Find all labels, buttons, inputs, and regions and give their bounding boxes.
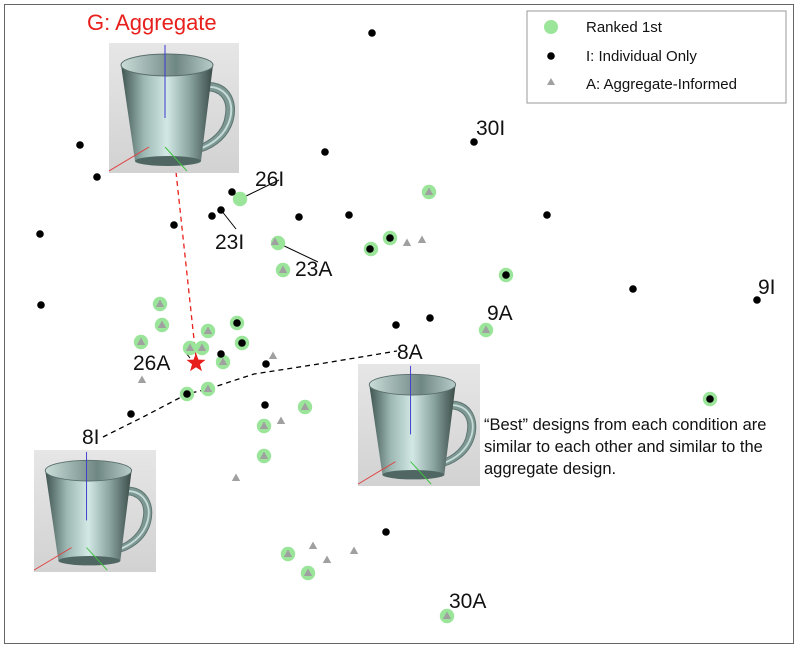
individual-only-point-5 [228, 188, 236, 196]
point-label-9A: 9A [487, 302, 513, 325]
individual-only-point-25 [183, 390, 191, 398]
individual-only-point-20 [426, 314, 434, 322]
point-labels: 30I 26I 23I 23A 9I 9A 8A 26A 8I 30A [82, 117, 776, 613]
annotation-text: “Best” designs from each condition are s… [484, 416, 767, 478]
aggregate-informed-point-6 [155, 299, 165, 307]
connector-23I [220, 209, 237, 230]
individual-only-point-8 [170, 221, 178, 229]
legend: Ranked 1st I: Individual Only A: Aggrega… [526, 10, 787, 104]
aggregate-informed-point-20 [231, 473, 241, 481]
individual-only-point-24 [262, 360, 270, 368]
aggregate-informed-point-15 [203, 384, 213, 392]
legend-aggregate-label: A: Aggregate-Informed [586, 76, 737, 93]
thumbnail-8I [32, 450, 158, 572]
individual-only-point-21 [233, 319, 241, 327]
individual-only-point-13 [366, 245, 374, 253]
data-points [36, 29, 761, 624]
aggregate-star-point [186, 353, 206, 372]
point-label-26A: 26A [133, 352, 170, 375]
point-label-30I: 30I [476, 117, 505, 140]
individual-only-point-7 [217, 206, 225, 214]
legend-individual-marker [547, 52, 555, 60]
aggregate-informed-point-11 [197, 343, 207, 351]
aggregate-informed-point-21 [283, 549, 293, 557]
aggregate-informed-point-0 [424, 187, 434, 195]
dashed-connector-8I-8A [102, 350, 398, 438]
individual-only-point-14 [386, 234, 394, 242]
individual-only-point-3 [321, 148, 329, 156]
legend-ranked-marker [544, 20, 558, 34]
aggregate-informed-point-5 [481, 325, 491, 333]
individual-only-point-19 [392, 321, 400, 329]
individual-only-point-27 [261, 401, 269, 409]
aggregate-informed-point-24 [349, 546, 359, 554]
aggregate-informed-point-4 [278, 265, 288, 273]
point-label-30A: 30A [449, 590, 486, 613]
individual-only-point-1 [76, 141, 84, 149]
legend-individual-label: I: Individual Only [586, 48, 697, 65]
individual-only-point-12 [36, 230, 44, 238]
aggregate-informed-point-1 [402, 238, 412, 246]
point-label-9I: 9I [758, 276, 776, 299]
aggregate-informed-point-2 [417, 235, 427, 243]
individual-only-point-0 [368, 29, 376, 37]
aggregate-informed-point-9 [203, 326, 213, 334]
individual-only-point-17 [753, 296, 761, 304]
individual-only-point-16 [629, 285, 637, 293]
thumbnail-8A [356, 364, 482, 486]
legend-aggregate-marker [547, 78, 555, 85]
individual-only-point-28 [382, 528, 390, 536]
aggregate-informed-point-12 [268, 351, 278, 359]
aggregate-informed-point-16 [300, 402, 310, 410]
ranked-first-point-1 [232, 191, 248, 207]
thumbnail-aggregate [109, 43, 239, 173]
aggregate-informed-point-18 [259, 421, 269, 429]
aggregate-informed-point-19 [259, 451, 269, 459]
aggregate-informed-point-13 [218, 357, 228, 365]
individual-only-point-9 [295, 213, 303, 221]
aggregate-informed-point-23 [322, 555, 332, 563]
aggregate-informed-point-8 [136, 337, 146, 345]
individual-only-point-22 [238, 339, 246, 347]
aggregate-informed-point-17 [276, 416, 286, 424]
connector-lines [102, 171, 398, 438]
individual-only-point-23 [217, 350, 225, 358]
aggregate-informed-point-7 [157, 320, 167, 328]
point-label-23I: 23I [215, 231, 244, 254]
aggregate-informed-point-3 [270, 237, 280, 245]
individual-only-point-26 [127, 410, 135, 418]
aggregate-informed-point-25 [303, 568, 313, 576]
chart-title: G: Aggregate [87, 10, 217, 35]
point-label-26I: 26I [255, 168, 284, 191]
connector-26I [239, 179, 280, 200]
individual-only-point-18 [37, 301, 45, 309]
point-label-8I: 8I [82, 426, 100, 449]
individual-only-point-29 [706, 395, 714, 403]
aggregate-informed-point-14 [137, 375, 147, 383]
aggregate-informed-point-22 [308, 541, 318, 549]
individual-only-point-11 [543, 211, 551, 219]
point-label-8A: 8A [397, 341, 423, 364]
point-label-23A: 23A [295, 258, 332, 281]
individual-only-point-4 [470, 138, 478, 146]
individual-only-point-2 [93, 173, 101, 181]
dashed-connector-aggregate [175, 171, 197, 359]
legend-ranked-label: Ranked 1st [586, 19, 663, 36]
aggregate-informed-point-26 [442, 611, 452, 619]
individual-only-point-15 [502, 271, 510, 279]
aggregate-informed-point-10 [185, 343, 195, 351]
individual-only-point-10 [345, 211, 353, 219]
connector-23A [277, 242, 319, 263]
individual-only-point-6 [208, 212, 216, 220]
